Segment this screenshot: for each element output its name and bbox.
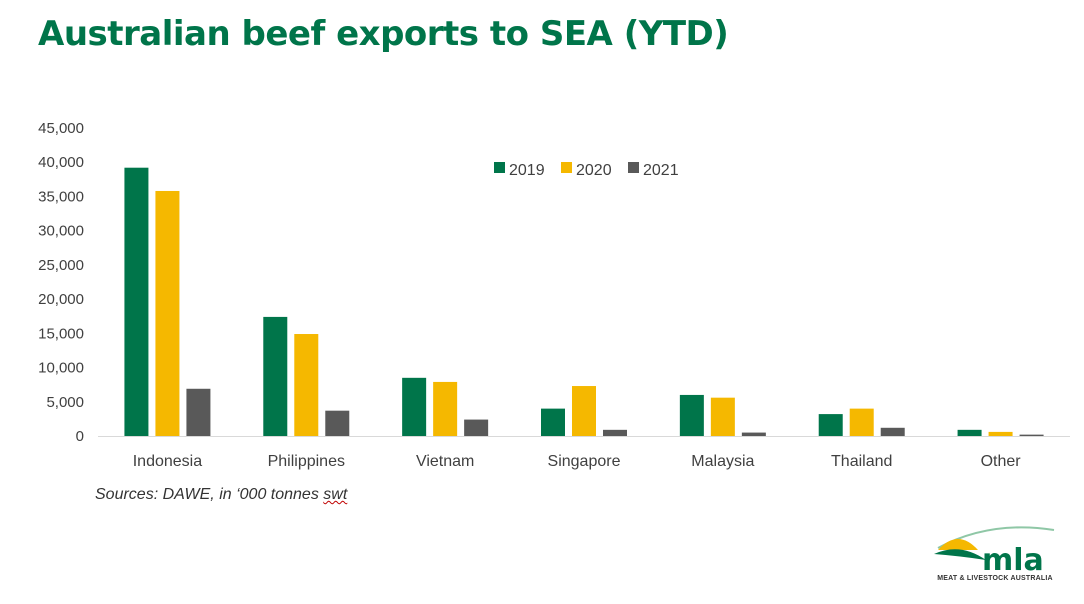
- legend-swatch-2021: [628, 162, 639, 173]
- bar-2019-thailand: [818, 414, 843, 436]
- x-tick-label: Other: [981, 453, 1022, 470]
- bar-2020-malaysia: [710, 397, 735, 436]
- y-tick-label: 15,000: [38, 325, 84, 342]
- y-tick-label: 10,000: [38, 360, 84, 377]
- legend-swatch-2019: [494, 162, 505, 173]
- bar-2020-indonesia: [155, 190, 180, 436]
- bar-2021-malaysia: [741, 432, 766, 436]
- y-tick-label: 20,000: [38, 291, 84, 308]
- y-tick-label: 25,000: [38, 257, 84, 274]
- x-tick-label: Thailand: [831, 453, 892, 470]
- bar-2020-singapore: [572, 386, 596, 436]
- y-tick-label: 0: [76, 428, 84, 445]
- legend-label-2020: 2020: [576, 162, 612, 179]
- y-tick-label: 30,000: [38, 223, 84, 240]
- bar-2021-other: [1019, 434, 1044, 436]
- bar-2021-singapore: [603, 429, 627, 436]
- bar-2020-philippines: [294, 334, 319, 436]
- bar-2019-indonesia: [124, 167, 149, 436]
- bar-2021-thailand: [880, 427, 905, 436]
- y-tick-label: 45,000: [38, 120, 84, 137]
- bar-2020-thailand: [849, 408, 874, 436]
- y-tick-label: 35,000: [38, 188, 84, 205]
- x-tick-label: Philippines: [268, 453, 345, 470]
- bar-2019-other: [957, 429, 982, 436]
- y-tick-label: 40,000: [38, 154, 84, 171]
- bar-2020-other: [988, 431, 1013, 436]
- bar-2021-indonesia: [186, 388, 211, 436]
- bar-2021-vietnam: [464, 419, 489, 436]
- logo-hill-icon: [934, 549, 986, 560]
- x-tick-label: Vietnam: [416, 453, 474, 470]
- x-tick-label: Indonesia: [133, 453, 202, 470]
- y-tick-label: 5,000: [46, 394, 84, 411]
- x-tick-label: Malaysia: [691, 453, 754, 470]
- x-tick-label: Singapore: [548, 453, 621, 470]
- mla-logo: mla: [934, 526, 1055, 578]
- source-unit: swt: [323, 486, 348, 503]
- bar-2019-malaysia: [679, 394, 704, 436]
- bar-2019-vietnam: [402, 377, 427, 436]
- bar-2021-philippines: [325, 410, 350, 436]
- page-title: Australian beef exports to SEA (YTD): [38, 14, 729, 54]
- logo-tagline: MEAT & LIVESTOCK AUSTRALIA: [937, 575, 1053, 582]
- logo-sun-icon: [938, 539, 978, 550]
- source-note: Sources: DAWE, in ‘000 tonnes swt: [95, 486, 347, 504]
- bar-2020-vietnam: [433, 381, 458, 436]
- bar-2019-philippines: [263, 316, 288, 436]
- source-text: Sources: DAWE, in ‘000 tonnes: [95, 486, 324, 503]
- legend-label-2019: 2019: [509, 162, 545, 179]
- logo-wordmark: mla: [982, 543, 1044, 578]
- legend-swatch-2020: [561, 162, 572, 173]
- bar-2019-singapore: [541, 408, 565, 436]
- legend-label-2021: 2021: [643, 162, 679, 179]
